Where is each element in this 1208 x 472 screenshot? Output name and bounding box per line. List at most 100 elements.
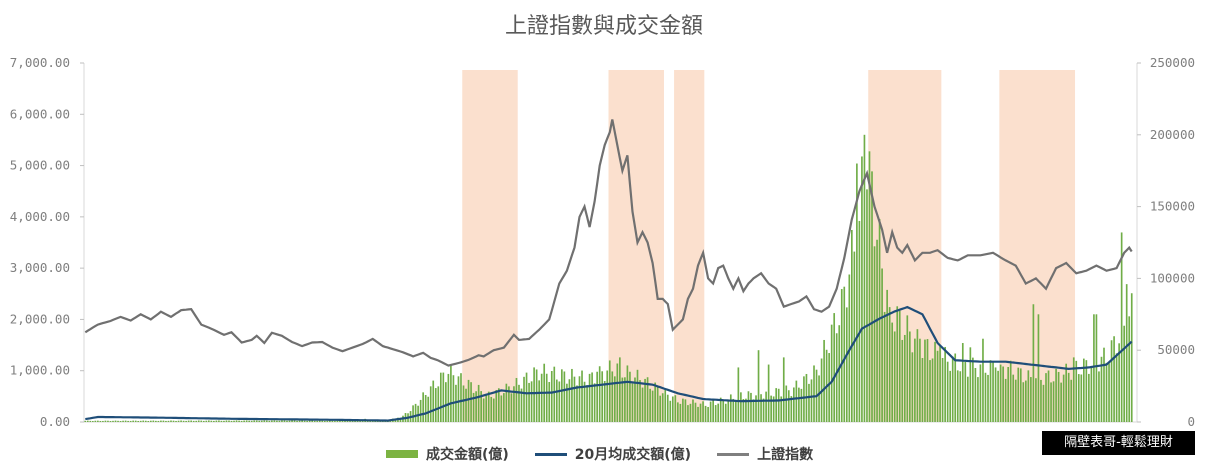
legend-item-index[interactable]: 上證指數	[717, 444, 813, 464]
volume-bar	[321, 420, 324, 422]
volume-bar	[445, 382, 447, 422]
volume-bar	[997, 370, 999, 422]
volume-bar	[1070, 379, 1073, 422]
highlight-band-1	[462, 70, 518, 422]
volume-bar	[740, 392, 742, 422]
volume-bar	[500, 395, 503, 422]
volume-bar	[361, 420, 364, 422]
volume-bar	[525, 372, 528, 422]
volume-bar	[89, 420, 92, 422]
volume-bar	[1035, 378, 1037, 422]
volume-bar	[1017, 367, 1020, 422]
volume-bar	[606, 370, 609, 422]
volume-bar	[215, 420, 218, 422]
right-tick-label: 200000	[1150, 127, 1195, 142]
volume-bar	[414, 403, 417, 422]
left-tick-label: 7,000.00	[10, 55, 70, 70]
volume-bar	[102, 420, 104, 422]
legend-item-ma20[interactable]: 20月均成交額(億)	[534, 444, 691, 464]
volume-bar	[1062, 374, 1065, 422]
volume-bar	[412, 405, 414, 422]
volume-bar	[465, 388, 467, 422]
volume-bar	[197, 420, 200, 422]
volume-bar	[984, 372, 987, 422]
volume-bar	[550, 371, 553, 422]
volume-bar	[99, 420, 102, 422]
volume-bar	[661, 393, 664, 422]
volume-bar	[293, 420, 296, 422]
volume-bar	[122, 420, 124, 422]
volume-bar	[1032, 304, 1035, 422]
volume-bar	[674, 395, 677, 422]
volume-bar	[888, 307, 891, 422]
volume-bar	[881, 268, 883, 422]
volume-bar	[545, 373, 548, 422]
volume-bar	[334, 421, 336, 422]
volume-bar	[346, 420, 349, 422]
volume-bar	[747, 391, 750, 422]
legend-bars-label: 成交金額(億)	[426, 447, 509, 463]
volume-bar	[553, 366, 556, 422]
volume-bar	[861, 156, 863, 422]
right-tick-label: 250000	[1150, 55, 1195, 70]
volume-bar	[866, 189, 868, 422]
volume-bar	[265, 420, 268, 422]
volume-bar	[437, 386, 440, 422]
volume-bar	[591, 372, 593, 422]
volume-bar	[959, 371, 962, 422]
volume-bar	[979, 364, 982, 422]
volume-bar	[994, 367, 997, 422]
volume-bar	[1120, 232, 1123, 422]
volume-bar	[417, 405, 419, 422]
volume-bar	[901, 339, 904, 422]
volume-bar	[563, 371, 566, 422]
volume-bar	[626, 365, 629, 422]
index-line	[84, 119, 1133, 367]
volume-bar	[311, 420, 314, 422]
volume-bar	[495, 390, 498, 422]
volume-bar	[253, 420, 256, 422]
volume-bar	[142, 420, 145, 422]
volume-bar	[268, 420, 271, 422]
volume-bar	[967, 376, 969, 422]
legend-item-bars[interactable]: 成交金額(億)	[386, 444, 509, 464]
volume-bar	[808, 383, 810, 422]
volume-bar	[949, 370, 952, 422]
right-tick-label: 100000	[1150, 270, 1195, 285]
volume-bar	[853, 251, 856, 422]
volume-bar	[977, 377, 979, 422]
volume-bar	[629, 371, 631, 422]
volume-bar	[757, 350, 760, 422]
volume-bar	[175, 420, 177, 422]
volume-bar	[951, 356, 954, 422]
volume-bar	[835, 333, 838, 422]
volume-bar	[144, 420, 147, 422]
left-tick-label: 1,000.00	[10, 363, 70, 378]
volume-bar	[283, 420, 286, 422]
volume-bar	[571, 368, 573, 422]
volume-bar	[548, 382, 551, 422]
volume-bar	[207, 420, 210, 422]
volume-bar	[1050, 382, 1052, 422]
volume-bar	[982, 338, 984, 422]
volume-bar	[795, 380, 798, 422]
volume-bar	[223, 420, 225, 422]
legend-ma20-swatch	[534, 452, 567, 456]
volume-bar	[535, 369, 538, 422]
volume-bar	[523, 376, 525, 422]
volume-bar	[490, 396, 493, 422]
volume-bar	[755, 395, 757, 422]
volume-bar	[248, 420, 250, 422]
volume-bar	[772, 396, 775, 422]
volume-bar	[588, 373, 591, 422]
volume-bar	[671, 396, 674, 422]
legend-bars-swatch	[386, 450, 418, 458]
volume-bar	[1022, 382, 1025, 422]
volume-bar	[787, 390, 790, 422]
volume-bar	[1123, 325, 1126, 422]
volume-bar	[182, 420, 185, 422]
volume-bar	[649, 388, 651, 422]
volume-bar	[419, 399, 422, 422]
volume-bar	[109, 421, 112, 422]
volume-bar	[876, 239, 878, 422]
